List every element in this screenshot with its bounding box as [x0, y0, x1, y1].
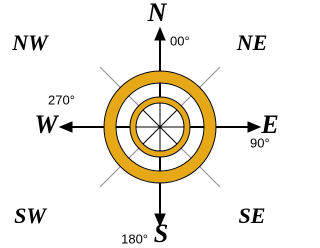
corner-label: SE — [239, 203, 266, 228]
east-degrees: 90° — [250, 135, 270, 150]
corner-label: NE — [236, 30, 268, 55]
corner-label: SW — [14, 203, 47, 228]
compass: NW NE SW SE N 00° E 90° S 180° W 270° — [0, 0, 284, 248]
corner-label: NW — [11, 30, 49, 55]
north-degrees: 00° — [170, 33, 190, 48]
west-degrees: 270° — [48, 92, 75, 107]
south-label: S — [154, 219, 168, 248]
north-label: N — [147, 0, 168, 27]
spokes — [136, 103, 184, 151]
west-label: W — [34, 110, 59, 139]
south-degrees: 180° — [121, 231, 148, 246]
